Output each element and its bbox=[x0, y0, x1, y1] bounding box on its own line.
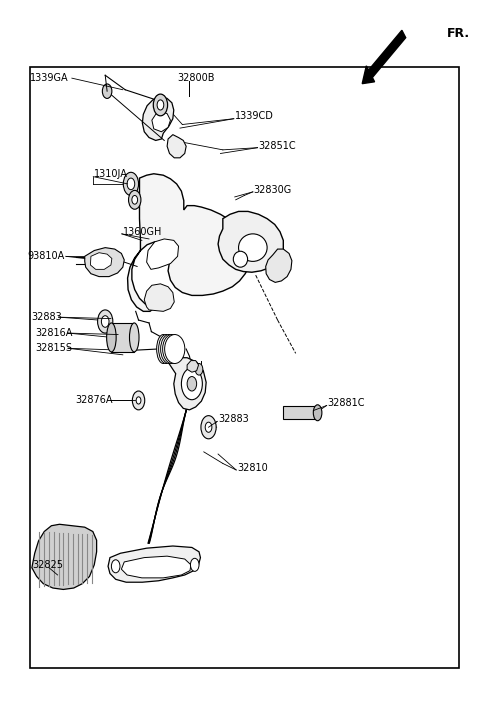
Polygon shape bbox=[121, 556, 191, 578]
Circle shape bbox=[136, 397, 141, 404]
Text: 1360GH: 1360GH bbox=[123, 227, 162, 237]
Polygon shape bbox=[91, 253, 112, 269]
Bar bbox=[30, 67, 458, 667]
Circle shape bbox=[132, 196, 137, 204]
FancyArrow shape bbox=[362, 31, 406, 84]
Ellipse shape bbox=[239, 234, 267, 262]
Ellipse shape bbox=[157, 334, 170, 364]
Circle shape bbox=[132, 391, 145, 410]
Polygon shape bbox=[218, 212, 283, 272]
Polygon shape bbox=[144, 284, 174, 311]
Circle shape bbox=[123, 172, 138, 196]
Circle shape bbox=[103, 84, 112, 98]
Polygon shape bbox=[127, 174, 254, 311]
Polygon shape bbox=[168, 358, 206, 410]
Bar bbox=[112, 323, 134, 352]
Text: 1339CD: 1339CD bbox=[235, 111, 274, 121]
Polygon shape bbox=[167, 134, 186, 158]
Text: 32876A: 32876A bbox=[75, 395, 113, 406]
Text: 32810: 32810 bbox=[237, 463, 268, 473]
Circle shape bbox=[157, 100, 164, 110]
Text: 32830G: 32830G bbox=[254, 185, 292, 195]
Circle shape bbox=[127, 178, 135, 190]
Circle shape bbox=[201, 416, 216, 439]
Ellipse shape bbox=[107, 323, 116, 352]
Ellipse shape bbox=[159, 334, 174, 364]
Text: 1339GA: 1339GA bbox=[30, 73, 68, 83]
Ellipse shape bbox=[163, 334, 181, 364]
Text: 93810A: 93810A bbox=[28, 252, 65, 261]
Text: 32800B: 32800B bbox=[178, 73, 215, 83]
Polygon shape bbox=[142, 97, 174, 140]
Ellipse shape bbox=[313, 405, 322, 421]
Text: 32815S: 32815S bbox=[35, 343, 73, 353]
Polygon shape bbox=[266, 249, 292, 282]
Polygon shape bbox=[152, 111, 171, 132]
Bar bbox=[283, 406, 318, 419]
Circle shape bbox=[112, 560, 120, 573]
Polygon shape bbox=[32, 524, 97, 590]
Text: 32851C: 32851C bbox=[259, 141, 296, 151]
Circle shape bbox=[187, 377, 197, 391]
Circle shape bbox=[128, 190, 141, 209]
Ellipse shape bbox=[160, 334, 177, 364]
Polygon shape bbox=[85, 248, 124, 276]
Text: 32816A: 32816A bbox=[35, 328, 73, 338]
Circle shape bbox=[182, 368, 202, 400]
Circle shape bbox=[102, 316, 109, 327]
Text: 32881C: 32881C bbox=[328, 398, 365, 408]
Circle shape bbox=[191, 558, 199, 571]
Circle shape bbox=[205, 422, 212, 433]
Polygon shape bbox=[187, 361, 198, 372]
Text: FR.: FR. bbox=[446, 28, 470, 41]
Text: 32883: 32883 bbox=[32, 312, 62, 322]
Circle shape bbox=[98, 310, 113, 333]
Ellipse shape bbox=[233, 252, 248, 268]
Circle shape bbox=[153, 94, 168, 116]
Polygon shape bbox=[108, 546, 200, 582]
Text: 32883: 32883 bbox=[218, 414, 249, 424]
Text: 32825: 32825 bbox=[33, 560, 63, 570]
Polygon shape bbox=[147, 239, 179, 269]
Circle shape bbox=[195, 364, 203, 375]
Ellipse shape bbox=[129, 323, 139, 352]
Ellipse shape bbox=[165, 334, 185, 364]
Text: 1310JA: 1310JA bbox=[94, 169, 128, 179]
